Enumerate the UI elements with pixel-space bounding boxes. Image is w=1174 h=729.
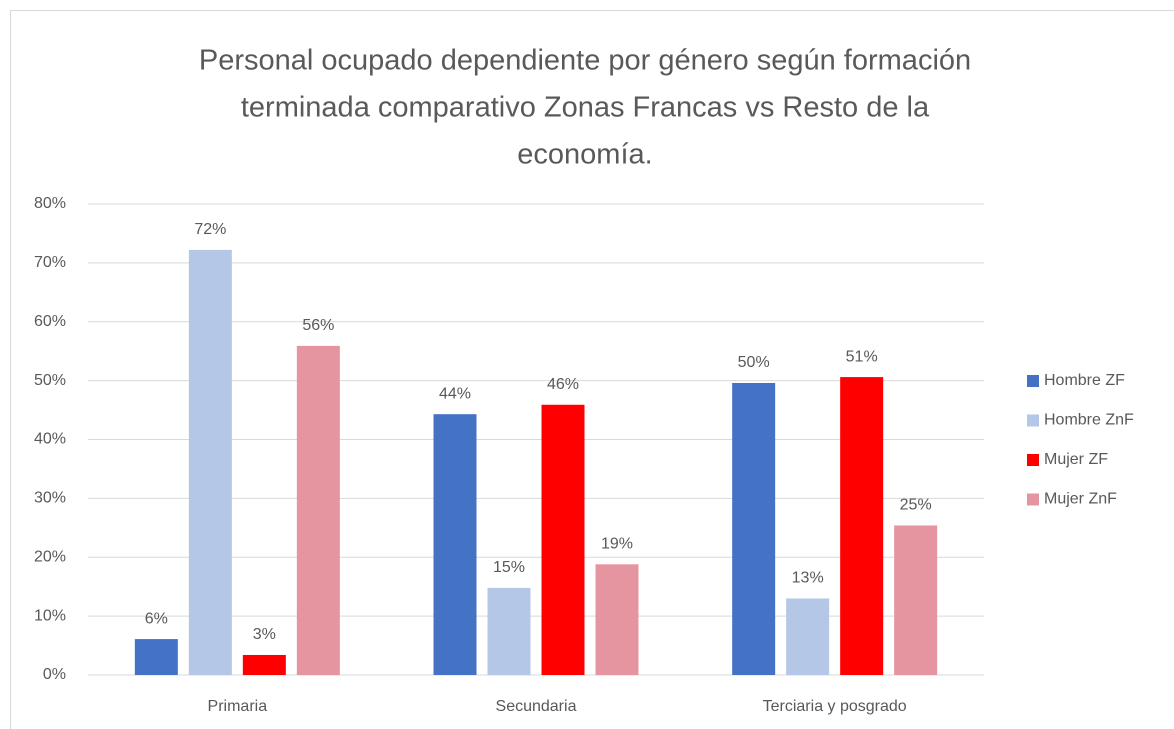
legend-label: Hombre ZF xyxy=(1044,372,1125,389)
bar xyxy=(188,249,232,676)
legend-swatch xyxy=(1027,454,1039,466)
data-label: 72% xyxy=(194,221,226,238)
data-label: 44% xyxy=(439,385,471,402)
x-tick-label: Terciaria y posgrado xyxy=(763,698,907,715)
chart-border xyxy=(10,10,1174,729)
chart-title: Personal ocupado dependiente por género … xyxy=(199,45,971,77)
y-tick-label: 80% xyxy=(34,195,66,212)
bar xyxy=(541,404,585,675)
y-tick-label: 20% xyxy=(34,548,66,565)
y-tick-label: 0% xyxy=(43,666,66,683)
y-tick-label: 70% xyxy=(34,254,66,271)
bar xyxy=(134,639,178,675)
data-label: 50% xyxy=(738,354,770,371)
y-tick-label: 30% xyxy=(34,490,66,507)
x-tick-label: Secundaria xyxy=(496,698,577,715)
y-tick-label: 40% xyxy=(34,431,66,448)
y-tick-label: 50% xyxy=(34,372,66,389)
data-label: 13% xyxy=(792,570,824,587)
bar xyxy=(296,345,340,675)
data-label: 46% xyxy=(547,376,579,393)
bar xyxy=(786,598,830,675)
bar xyxy=(595,564,639,675)
y-tick-label: 60% xyxy=(34,313,66,330)
bar xyxy=(840,377,884,675)
data-label: 25% xyxy=(900,497,932,514)
x-tick-label: Primaria xyxy=(208,698,268,715)
chart-title: terminada comparativo Zonas Francas vs R… xyxy=(241,92,930,124)
data-label: 56% xyxy=(302,317,334,334)
y-tick-label: 10% xyxy=(34,607,66,624)
data-label: 51% xyxy=(846,348,878,365)
bar xyxy=(242,654,286,675)
legend-label: Mujer ZnF xyxy=(1044,491,1117,508)
bar xyxy=(433,414,477,675)
bar xyxy=(732,382,776,675)
legend-swatch xyxy=(1027,493,1039,506)
chart-title: economía. xyxy=(517,139,652,171)
bar xyxy=(487,587,531,675)
bar xyxy=(894,525,938,675)
data-label: 15% xyxy=(493,559,525,576)
legend-swatch xyxy=(1027,414,1039,427)
data-label: 6% xyxy=(145,610,168,627)
legend-label: Hombre ZnF xyxy=(1044,412,1134,429)
data-label: 3% xyxy=(253,626,276,643)
legend-swatch xyxy=(1027,375,1039,387)
data-label: 19% xyxy=(601,536,633,553)
legend-label: Mujer ZF xyxy=(1044,451,1108,468)
